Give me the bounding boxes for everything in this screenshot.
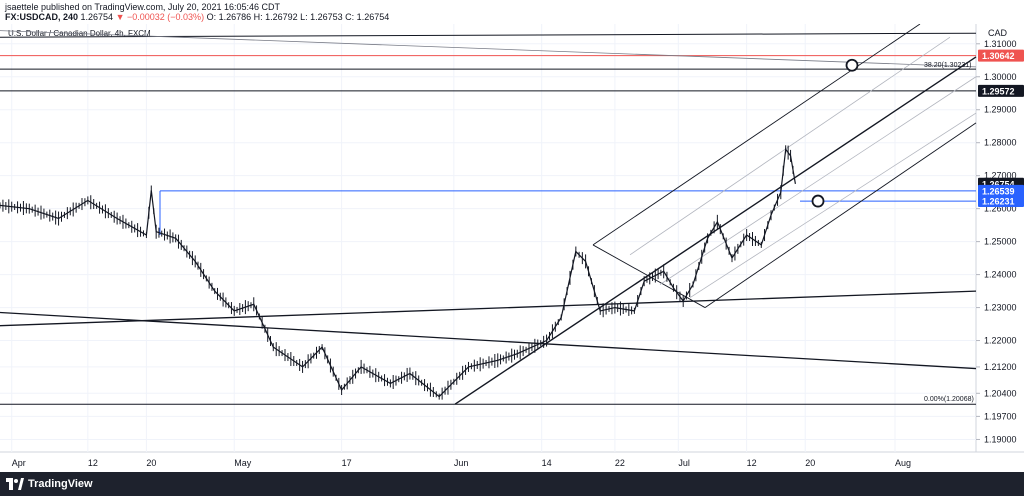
- price-chart[interactable]: U.S. Dollar / Canadian Dollar, 4h, FXCM …: [0, 24, 1024, 472]
- chart-area[interactable]: U.S. Dollar / Canadian Dollar, 4h, FXCM …: [0, 24, 1024, 472]
- price-tick-label: 1.19000: [984, 434, 1017, 444]
- currency-label: CAD: [988, 28, 1008, 38]
- tradingview-icon: [6, 478, 24, 490]
- time-tick-label: 12: [88, 458, 98, 468]
- price-badge-label: 1.26539: [982, 186, 1015, 196]
- time-tick-label: May: [234, 458, 252, 468]
- time-tick-label: 14: [542, 458, 552, 468]
- price-series: [0, 145, 796, 400]
- time-tick-label: Jun: [454, 458, 469, 468]
- fib-label: 0.00%(1.20068): [924, 396, 974, 403]
- time-tick-label: 12: [747, 458, 757, 468]
- price-tick-label: 1.29000: [984, 105, 1017, 115]
- price-badge: 1.29572: [978, 84, 1024, 97]
- price-line: [0, 147, 796, 398]
- pitchfork-lower: [704, 122, 977, 308]
- time-tick-label: Jul: [678, 458, 690, 468]
- price-tick-label: 1.28000: [984, 138, 1017, 148]
- pitchfork-inner-3: [689, 112, 977, 299]
- symbol-ohlc-line: FX:USDCAD, 240 1.26754 ▼ −0.00032 (−0.03…: [5, 12, 389, 22]
- trendline-ascending: [0, 290, 977, 327]
- plot-background: [0, 24, 976, 452]
- price-badge-label: 1.30642: [982, 51, 1015, 61]
- pitchfork-inner-2: [659, 76, 977, 285]
- price-badge-bg: [978, 49, 1024, 62]
- price-tick-label: 1.27000: [984, 171, 1017, 181]
- time-tick-label: 22: [615, 458, 625, 468]
- price-badge: 1.26539: [978, 184, 1024, 197]
- price-axis[interactable]: 1.31000 1.30000 1.29000 1.28000 1.27000 1.260…: [976, 39, 1017, 445]
- trendline-faint: [0, 30, 977, 68]
- time-tick-label: Apr: [12, 458, 26, 468]
- time-axis[interactable]: Apr 12 20 May 17 Jun 14 22 Jul 12 20 Aug: [12, 458, 911, 468]
- last-price: 1.26754: [80, 12, 114, 22]
- price-badge-bg: [978, 195, 1024, 208]
- time-tick-label: 20: [146, 458, 156, 468]
- price-tick-label: 1.24000: [984, 270, 1017, 280]
- pitchfork-median: [454, 56, 977, 405]
- pitchfork-inner-1: [629, 36, 951, 256]
- price-tick-label: 1.31000: [984, 39, 1017, 49]
- price-badge: 1.26231: [978, 195, 1024, 208]
- time-tick-label: 17: [342, 458, 352, 468]
- tradingview-logo[interactable]: TradingView: [6, 478, 93, 490]
- target-circle-upper: [845, 58, 859, 72]
- price-tick-label: 1.22000: [984, 336, 1017, 346]
- time-tick-label: Aug: [895, 458, 911, 468]
- price-badge-label: 1.26754: [982, 179, 1015, 189]
- fib-labels: 38.20(1.30231) 0.00%(1.20068): [924, 62, 974, 403]
- ohlc-values: O: 1.26786 H: 1.26792 L: 1.26753 C: 1.26…: [206, 12, 390, 22]
- price-badge-label: 1.29572: [982, 86, 1015, 96]
- price-change: ▼ −0.00032 (−0.03%): [115, 12, 205, 22]
- price-badge-bg: [978, 84, 1024, 97]
- fib-label: 38.20(1.30231): [924, 62, 971, 69]
- price-tick-label: 1.25000: [984, 237, 1017, 247]
- price-badge-bg: [978, 184, 1024, 197]
- price-tick-label: 1.30000: [984, 72, 1017, 82]
- price-badge: 1.30642: [978, 49, 1024, 62]
- trendline-descending: [0, 311, 977, 370]
- price-badge-label: 1.26231: [982, 197, 1015, 207]
- target-circle-lower: [811, 194, 825, 208]
- price-tick-label: 1.26000: [984, 204, 1017, 214]
- price-tick-label: 1.19700: [984, 411, 1017, 421]
- brand-name: TradingView: [28, 478, 93, 490]
- price-tick-label: 1.20400: [984, 388, 1017, 398]
- price-tick-label: 1.23000: [984, 303, 1017, 313]
- footer-bar: TradingView: [0, 472, 1024, 496]
- pitchfork-upper: [592, 24, 921, 246]
- time-tick-label: 20: [805, 458, 815, 468]
- price-tick-label: 1.21200: [984, 362, 1017, 372]
- symbol-label: FX:USDCAD, 240: [5, 12, 79, 22]
- published-line: jsaettele published on TradingView.com, …: [5, 2, 281, 12]
- drawing-tools: [0, 24, 977, 405]
